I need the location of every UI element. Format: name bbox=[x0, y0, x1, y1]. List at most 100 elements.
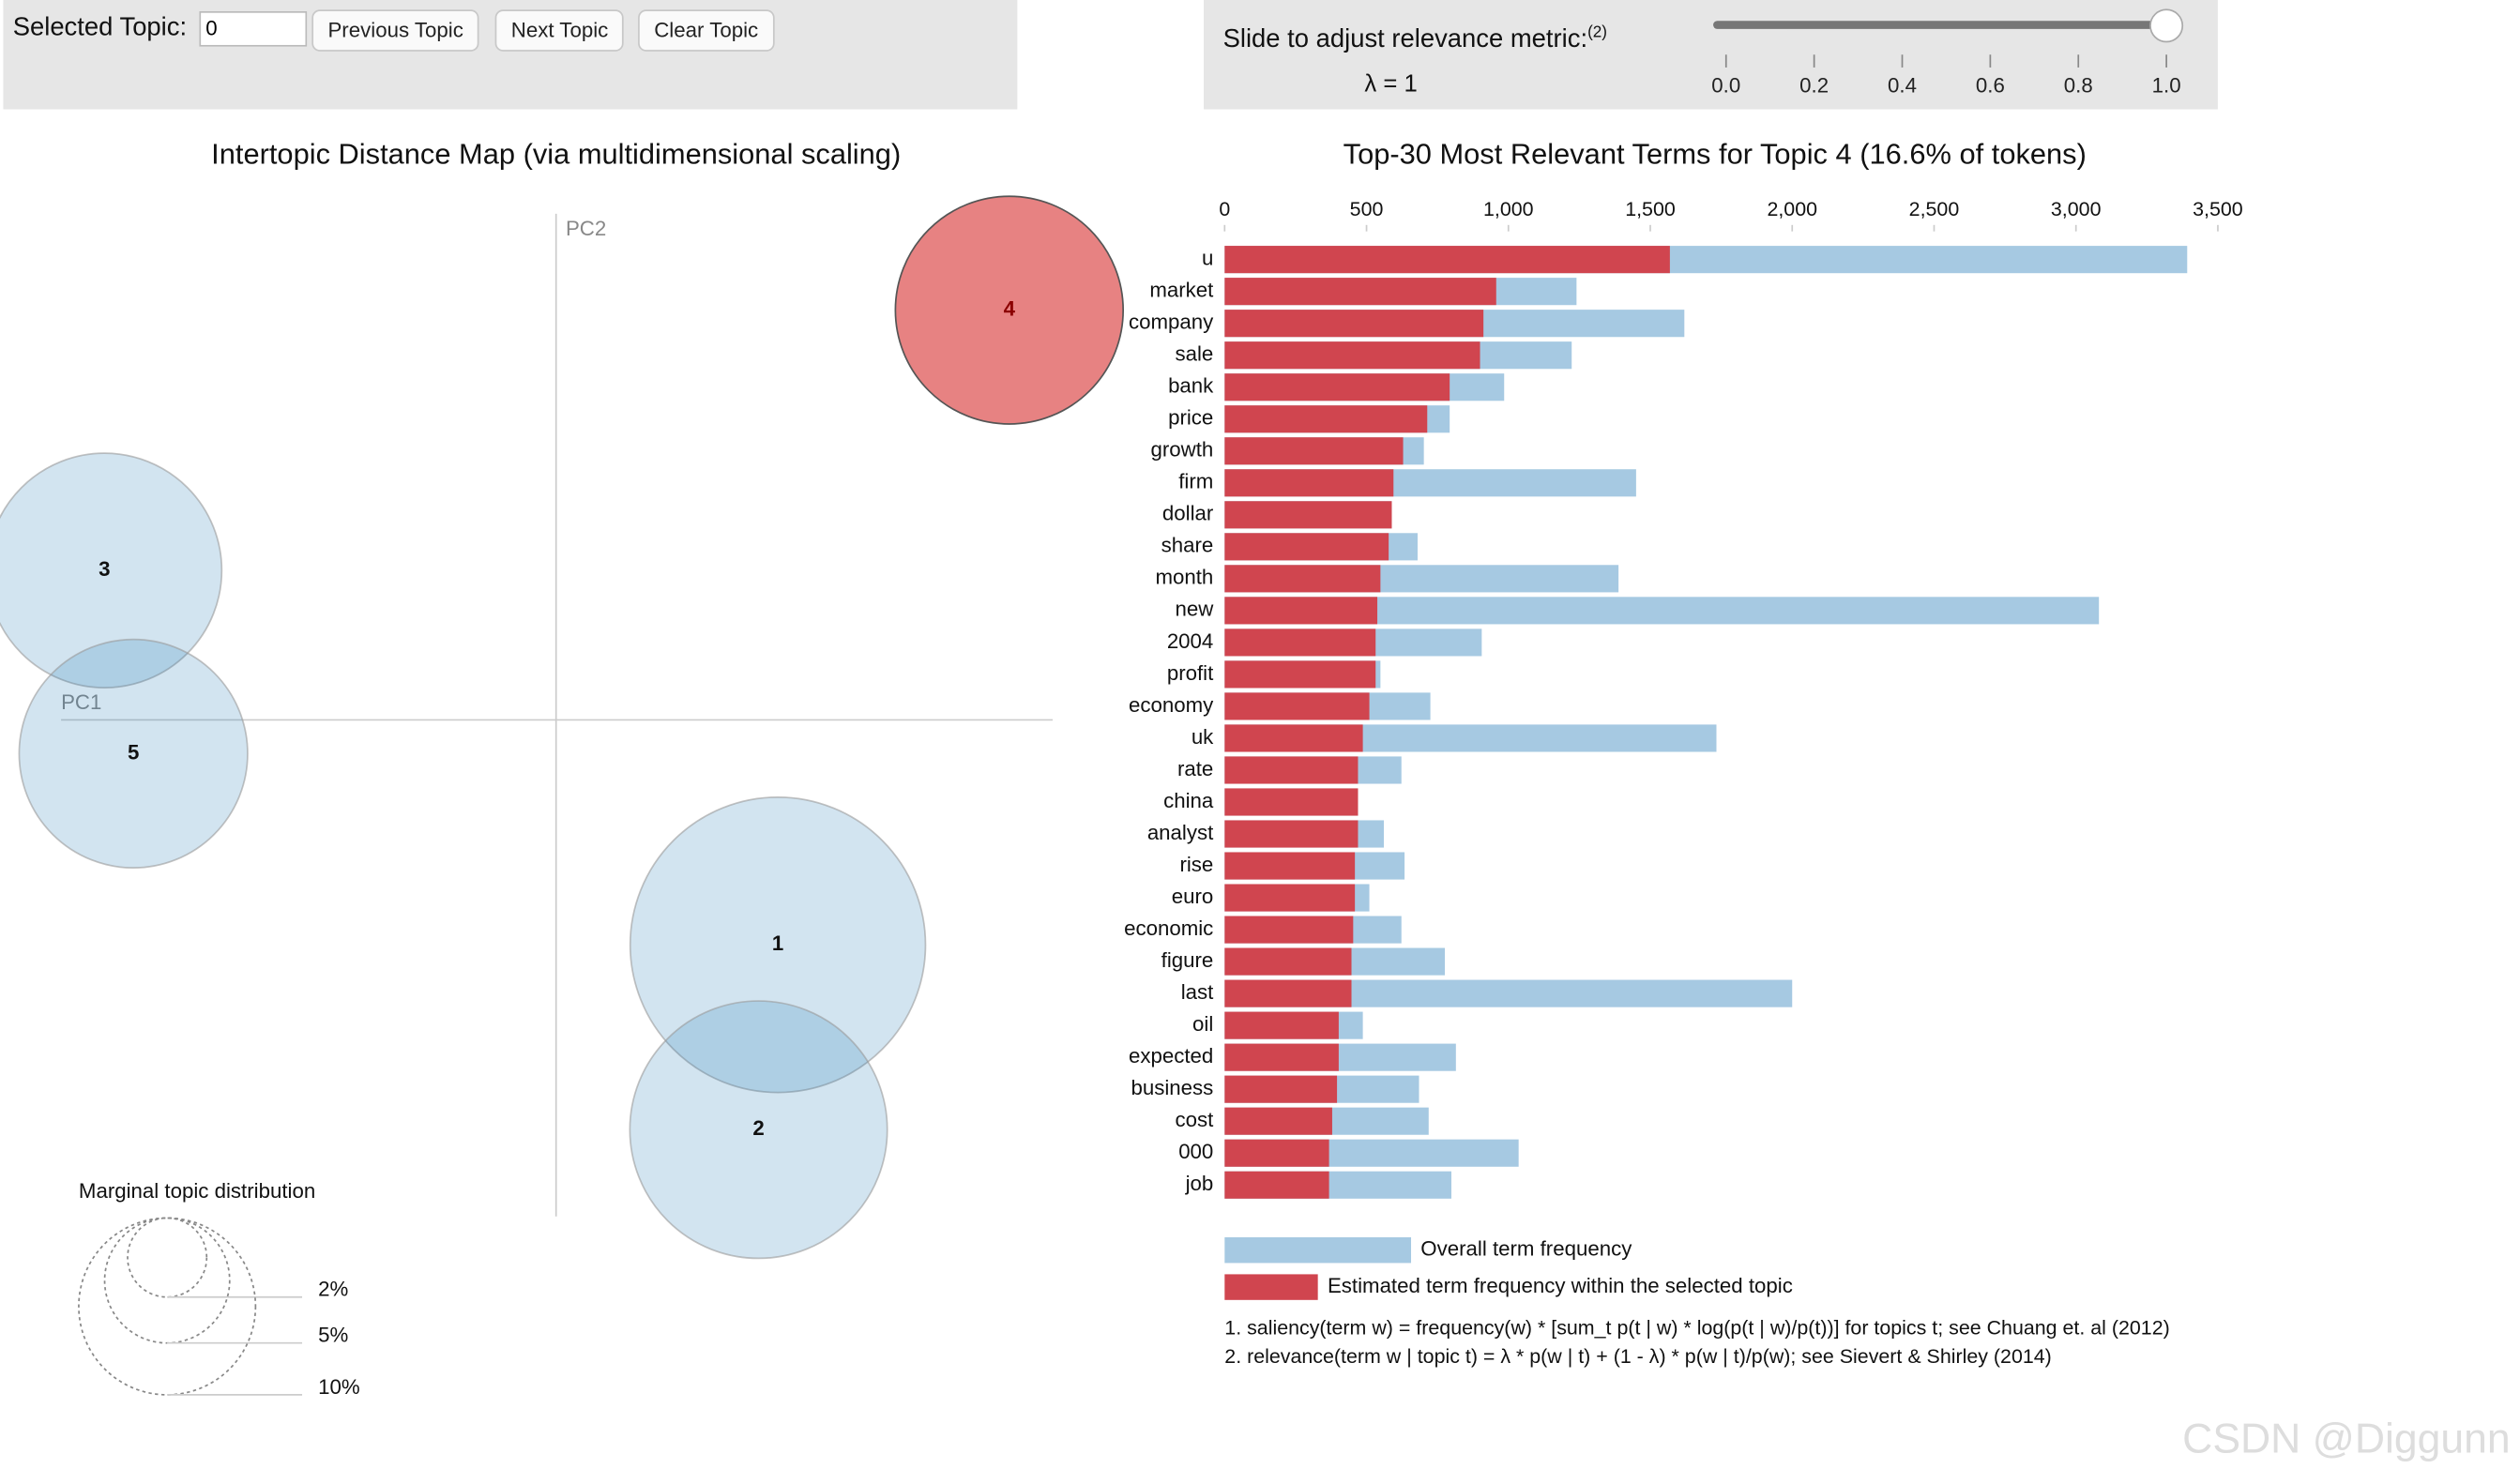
next-topic-button[interactable]: Next Topic bbox=[494, 9, 625, 52]
size-legend-circle bbox=[127, 1217, 208, 1298]
selected-topic-label: Selected Topic: bbox=[12, 14, 188, 42]
bar bbox=[1224, 1171, 1329, 1199]
topic-circle bbox=[629, 1000, 888, 1260]
x-tick-label: 500 bbox=[1350, 198, 1384, 220]
term-label: market bbox=[1149, 279, 1214, 302]
legend-swatch bbox=[1224, 1274, 1318, 1300]
slider-tick-label: 1.0 bbox=[2152, 73, 2181, 97]
bar bbox=[1224, 788, 1359, 816]
footnote: 1. saliency(term w) = frequency(w) * [su… bbox=[1224, 1316, 2169, 1339]
bar bbox=[1224, 756, 1359, 784]
lambda-text: λ = 1 bbox=[1364, 70, 1418, 98]
bar bbox=[1224, 692, 1370, 720]
legend-swatch bbox=[1224, 1237, 1412, 1264]
bar bbox=[1224, 660, 1376, 689]
x-tick-label: 0 bbox=[1219, 198, 1230, 220]
term-label: bank bbox=[1168, 374, 1214, 398]
bar bbox=[1224, 979, 1352, 1007]
bar bbox=[1224, 947, 1352, 976]
x-tick-label: 3,500 bbox=[2193, 198, 2243, 220]
term-label: share bbox=[1161, 534, 1214, 557]
topic-circle bbox=[894, 195, 1125, 425]
footnote: 2. relevance(term w | topic t) = λ * p(w… bbox=[1224, 1345, 2052, 1368]
bar bbox=[1224, 501, 1392, 529]
bar bbox=[1224, 628, 1376, 657]
slider-track bbox=[1713, 21, 2167, 29]
selected-topic-input[interactable]: 0 bbox=[199, 10, 308, 47]
bar bbox=[1224, 310, 1484, 338]
y-axis-label: PC2 bbox=[566, 217, 606, 240]
x-tick-label: 1,500 bbox=[1625, 198, 1676, 220]
bar bbox=[1224, 341, 1480, 370]
topic-label: 3 bbox=[99, 557, 110, 581]
slider-label-note: (2) bbox=[1587, 23, 1608, 42]
size-legend-circle bbox=[78, 1217, 257, 1396]
topic-circle bbox=[0, 452, 223, 689]
previous-topic-button[interactable]: Previous Topic bbox=[311, 9, 480, 52]
term-label: job bbox=[1185, 1172, 1214, 1195]
topic-label: 5 bbox=[128, 740, 139, 764]
slider-tick-label: 0.8 bbox=[2064, 73, 2093, 97]
term-label: month bbox=[1155, 566, 1213, 589]
bar bbox=[1224, 724, 1363, 752]
term-label: sale bbox=[1175, 342, 1213, 366]
size-legend-title: Marginal topic distribution bbox=[79, 1179, 315, 1203]
chart-title: Top-30 Most Relevant Terms for Topic 4 (… bbox=[1343, 137, 2087, 170]
term-label: last bbox=[1181, 980, 1214, 1004]
bar bbox=[1224, 852, 1356, 880]
slider-tick-label: 0.6 bbox=[1976, 73, 2005, 97]
bar bbox=[1224, 246, 1670, 274]
slider-tick-label: 0.2 bbox=[1799, 73, 1829, 97]
watermark: CSDN @Diggunn bbox=[2182, 1416, 2511, 1461]
term-label: expected bbox=[1129, 1044, 1213, 1068]
term-label: euro bbox=[1172, 885, 1214, 908]
x-tick-label: 1,000 bbox=[1483, 198, 1534, 220]
bar bbox=[1224, 373, 1450, 401]
slider-tick-label: 0.0 bbox=[1711, 73, 1740, 97]
topic-circle bbox=[629, 796, 927, 1094]
term-label: profit bbox=[1167, 661, 1214, 685]
bar bbox=[1224, 533, 1389, 561]
bar bbox=[1224, 884, 1356, 912]
chart-title: Intertopic Distance Map (via multidimens… bbox=[211, 137, 901, 170]
term-label: economic bbox=[1124, 916, 1213, 940]
size-legend-circle bbox=[103, 1217, 231, 1344]
x-tick-label: 2,500 bbox=[1909, 198, 1960, 220]
topic-label: 2 bbox=[752, 1116, 764, 1140]
term-label: growth bbox=[1151, 438, 1214, 462]
bar bbox=[1224, 405, 1428, 433]
bar bbox=[1224, 820, 1359, 848]
x-tick-label: 3,000 bbox=[2051, 198, 2102, 220]
bar bbox=[1224, 278, 1496, 306]
x-axis-label: PC1 bbox=[61, 690, 101, 714]
bar bbox=[1224, 1011, 1339, 1039]
term-label: economy bbox=[1129, 693, 1214, 717]
clear-topic-button[interactable]: Clear Topic bbox=[638, 9, 775, 52]
term-label: oil bbox=[1192, 1012, 1213, 1036]
slider-panel bbox=[1204, 0, 2218, 110]
term-label: dollar bbox=[1162, 502, 1214, 525]
slider-knob bbox=[2149, 8, 2184, 43]
term-label: company bbox=[1129, 310, 1214, 334]
term-label: analyst bbox=[1147, 821, 1214, 844]
term-label: cost bbox=[1176, 1108, 1215, 1131]
term-label: price bbox=[1168, 406, 1213, 430]
size-legend-label: 10% bbox=[318, 1375, 360, 1399]
slider-tick-label: 0.4 bbox=[1888, 73, 1917, 97]
term-label: 2004 bbox=[1167, 629, 1214, 653]
legend-label: Overall term frequency bbox=[1420, 1237, 1632, 1261]
topic-circle bbox=[18, 638, 249, 870]
bar bbox=[1224, 916, 1354, 944]
slider-label: Slide to adjust relevance metric:(2) bbox=[1223, 24, 1607, 55]
term-label: new bbox=[1175, 598, 1214, 621]
size-legend-label: 2% bbox=[318, 1278, 348, 1301]
slider-label-text: Slide to adjust relevance metric: bbox=[1222, 25, 1588, 54]
term-label: rate bbox=[1177, 757, 1213, 780]
bar bbox=[1224, 565, 1381, 593]
x-tick-label: 2,000 bbox=[1767, 198, 1817, 220]
bar bbox=[1224, 1075, 1338, 1103]
term-label: uk bbox=[1192, 725, 1214, 749]
